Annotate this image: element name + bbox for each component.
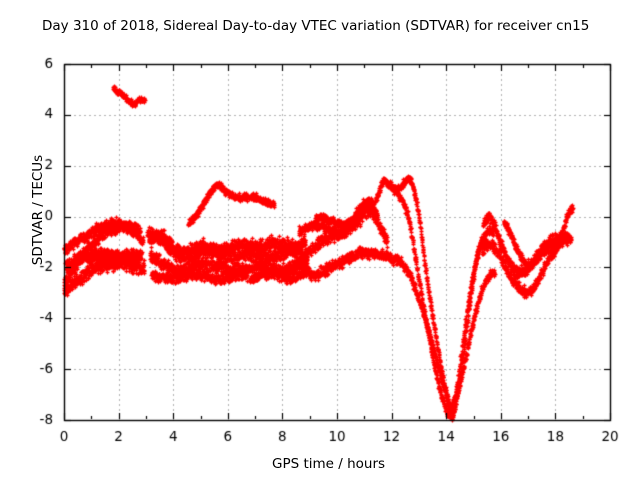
chart-title: Day 310 of 2018, Sidereal Day-to-day VTE…	[42, 18, 590, 34]
y-axis-label: SDTVAR / TECUs	[30, 154, 46, 266]
x-axis-label: GPS time / hours	[272, 456, 386, 472]
